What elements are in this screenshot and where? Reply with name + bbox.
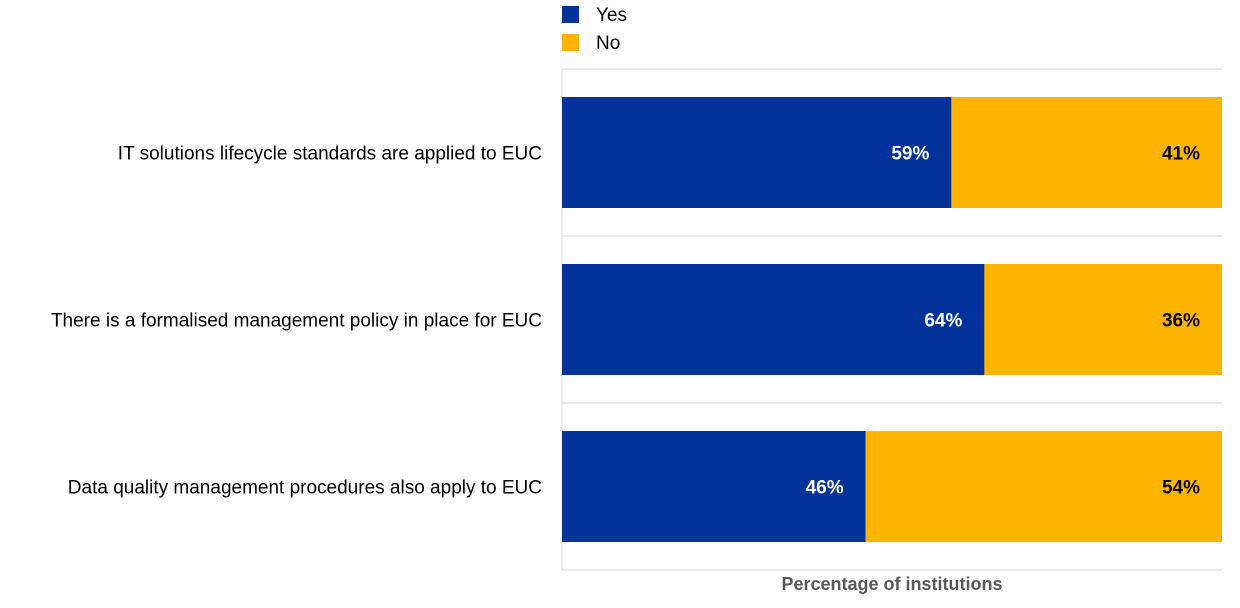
category-labels: IT solutions lifecycle standards are app… bbox=[51, 144, 542, 499]
data-label: 54% bbox=[1162, 478, 1200, 499]
legend-item: Yes bbox=[562, 5, 627, 26]
legend-label: Yes bbox=[596, 5, 627, 26]
data-label: 59% bbox=[891, 144, 929, 165]
data-label: 36% bbox=[1162, 311, 1200, 332]
category-label: Data quality management procedures also … bbox=[68, 478, 542, 499]
category-label: There is a formalised management policy … bbox=[51, 311, 542, 332]
legend-swatch bbox=[562, 34, 579, 51]
data-label: 46% bbox=[806, 478, 844, 499]
bar-segment-no bbox=[865, 431, 1222, 542]
legend: Yes No bbox=[562, 5, 627, 54]
data-label: 64% bbox=[924, 311, 962, 332]
bar-segment-yes bbox=[562, 97, 952, 208]
bar-row: 64% 36% bbox=[562, 264, 1222, 375]
data-label: 41% bbox=[1162, 144, 1200, 165]
bar-row: 46% 54% bbox=[562, 431, 1222, 542]
bar-segment-no bbox=[984, 264, 1222, 375]
legend-label: No bbox=[596, 33, 620, 54]
category-label: IT solutions lifecycle standards are app… bbox=[118, 144, 542, 165]
legend-swatch bbox=[562, 6, 579, 23]
legend-item: No bbox=[562, 33, 620, 54]
bar-row: 59% 41% bbox=[562, 97, 1222, 208]
bar-segment-yes bbox=[562, 431, 866, 542]
bars: 59% 41% 64% 36% 46% 54% bbox=[562, 97, 1222, 542]
bar-segment-yes bbox=[562, 264, 985, 375]
x-axis-title: Percentage of institutions bbox=[781, 574, 1002, 594]
bar-segment-no bbox=[951, 97, 1222, 208]
